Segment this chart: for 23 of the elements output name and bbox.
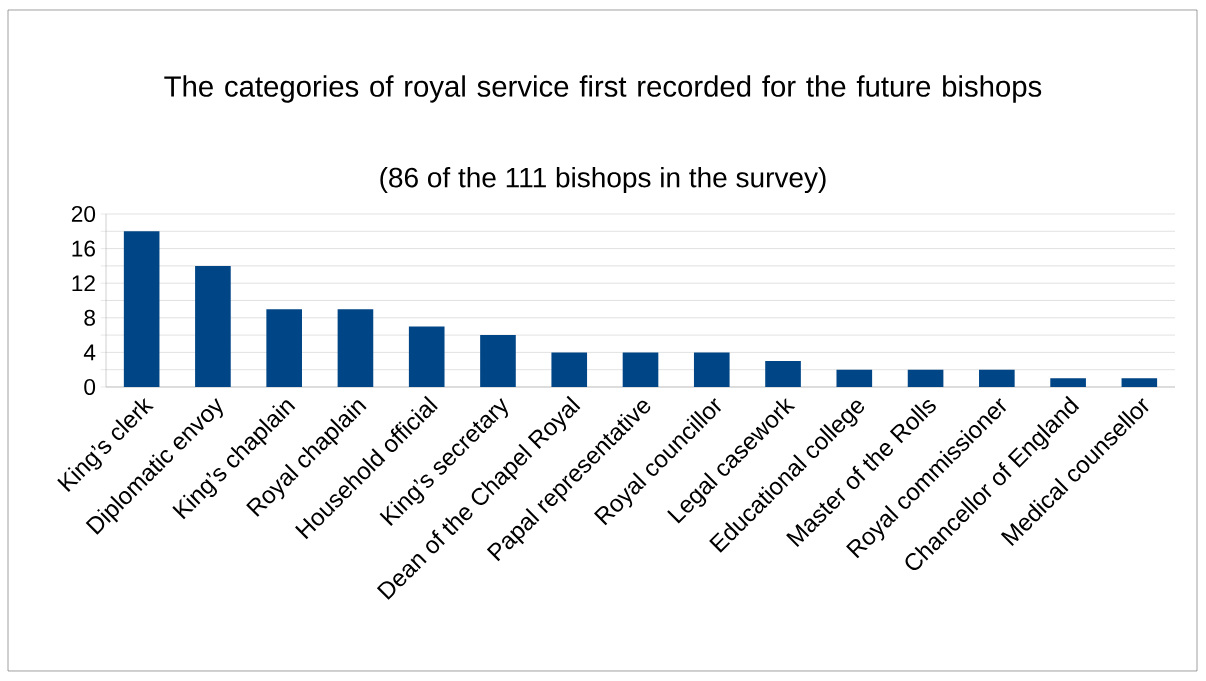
y-tick-label: 8 — [84, 309, 95, 326]
chart-subtitle: (86 of the 111 bishops in the survey) — [380, 166, 826, 194]
y-tick-label: 20 — [71, 205, 96, 223]
chart-title: The categories of royal service first recorded for the future bishops — [164, 75, 1042, 103]
bar — [408, 326, 445, 387]
bar — [836, 369, 873, 387]
bar — [1050, 378, 1086, 387]
y-tick-label: 0 — [84, 378, 96, 396]
bar — [979, 369, 1015, 387]
bar — [693, 352, 730, 387]
bar — [480, 335, 516, 387]
bar — [195, 265, 231, 387]
bar — [123, 231, 160, 387]
bar — [622, 352, 659, 387]
bar — [266, 309, 302, 387]
y-tick-label: 4 — [83, 344, 96, 361]
bar — [337, 309, 374, 387]
bar — [1121, 378, 1158, 387]
bar — [765, 361, 801, 387]
bar — [551, 352, 588, 387]
y-tick-label: 12 — [72, 275, 95, 292]
y-tick-label: 16 — [72, 240, 95, 257]
bar — [907, 369, 944, 387]
